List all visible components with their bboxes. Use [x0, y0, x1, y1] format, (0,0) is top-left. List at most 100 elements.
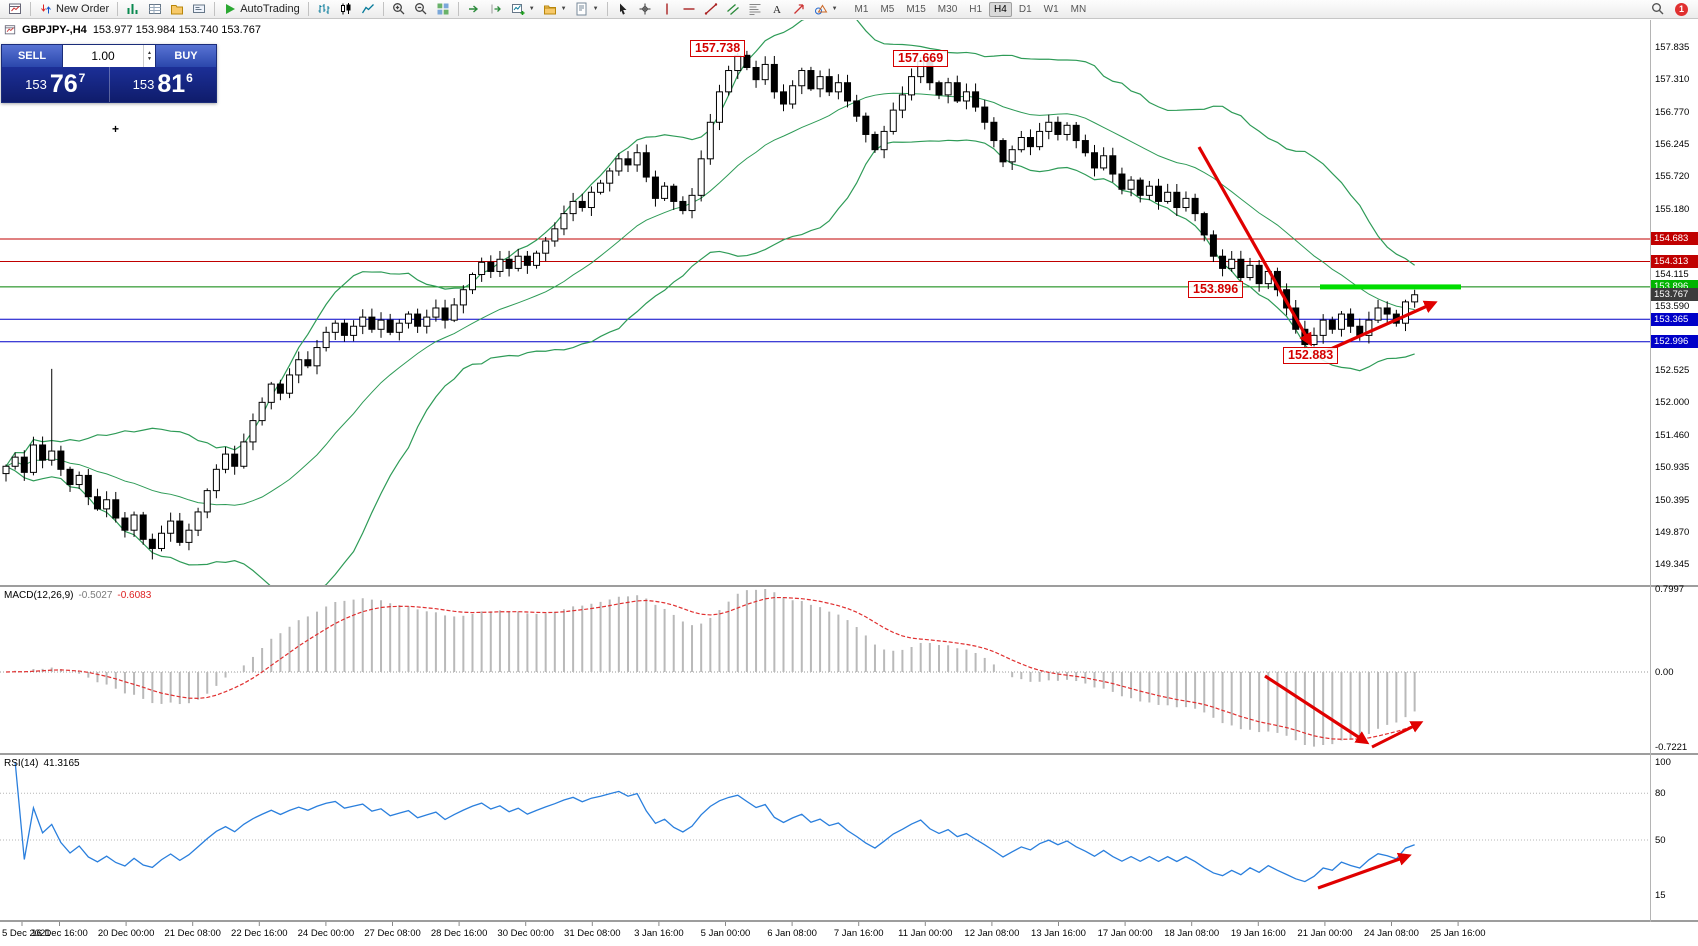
line-chart-button[interactable]	[357, 0, 379, 19]
sell-price-button[interactable]: 153 76 7	[2, 67, 110, 102]
autotrading-icon	[223, 2, 237, 16]
toolbar-separator	[606, 2, 608, 16]
bar-chart-icon	[317, 2, 331, 16]
time-axis[interactable]: 5 Dec 2021 16 Dec 16:00 20 Dec 00:00 21 Dec…	[0, 922, 1650, 946]
navigator-button[interactable]	[166, 0, 188, 19]
timeframe-m5[interactable]: M5	[880, 3, 895, 15]
candlestick-chart-button[interactable]	[335, 0, 357, 19]
price-tick: 150.935	[1655, 462, 1690, 474]
chart-window-button[interactable]	[4, 0, 26, 19]
volume-spinner[interactable]: ▲ ▼	[143, 45, 155, 67]
horizontal-line-button[interactable]	[678, 0, 700, 19]
time-tick: 24 Dec 00:00	[297, 928, 355, 939]
timeframe-d1[interactable]: D1	[1018, 3, 1032, 15]
symbol-period-label: GBPJPY-,H4	[22, 24, 87, 36]
timeframe-mn[interactable]: MN	[1070, 3, 1087, 15]
bar-chart-button[interactable]	[313, 0, 335, 19]
zoom-out-button[interactable]	[410, 0, 432, 19]
rsi-panel[interactable]	[0, 755, 1650, 920]
toolbar-separator	[214, 2, 216, 16]
spinner-down-icon[interactable]: ▼	[147, 55, 152, 62]
search-button[interactable]	[1647, 0, 1669, 19]
price-line-label: 153.767	[1651, 288, 1698, 302]
shapes-button[interactable]: ▼	[810, 0, 842, 19]
fibonacci-button[interactable]	[744, 0, 766, 19]
rsi-value: 41.3165	[43, 758, 80, 769]
price-tick: 156.245	[1655, 138, 1690, 150]
terminal-button[interactable]	[188, 0, 210, 19]
timeframe-m15[interactable]: M15	[906, 3, 926, 15]
channel-icon	[726, 2, 740, 16]
market-watch-button[interactable]	[122, 0, 144, 19]
notifications-badge[interactable]: 1	[1675, 2, 1688, 16]
time-tick: 17 Jan 00:00	[1097, 928, 1153, 939]
timeframe-m1[interactable]: M1	[854, 3, 869, 15]
macd-tick: 0.7997	[1655, 584, 1685, 596]
ask-pips: 81	[157, 70, 186, 98]
new-order-button[interactable]: New Order	[35, 0, 113, 19]
price-annotation-swing-low[interactable]: 152.883	[1283, 347, 1339, 364]
channel-button[interactable]	[722, 0, 744, 19]
data-window-button[interactable]	[144, 0, 166, 19]
bid-pips: 76	[49, 70, 78, 98]
panel-separator[interactable]	[0, 920, 1698, 922]
price-tick: 149.345	[1655, 558, 1690, 570]
auto-scroll-button[interactable]	[463, 0, 485, 19]
arrow-label-icon	[792, 2, 806, 16]
chart-header: GBPJPY-,H4 153.977 153.984 153.740 153.7…	[4, 24, 261, 36]
arrow-label-button[interactable]	[788, 0, 810, 19]
volume-input[interactable]: 1.00 ▲ ▼	[62, 45, 156, 67]
buy-price-button[interactable]: 153 81 6	[110, 67, 217, 102]
time-tick: 5 Jan 00:00	[700, 928, 751, 939]
price-annotation-second-peak[interactable]: 157.669	[893, 50, 949, 67]
chart-shift-button[interactable]	[485, 0, 507, 19]
price-annotation-resistance[interactable]: 153.896	[1188, 281, 1244, 298]
spinner-up-icon[interactable]: ▲	[147, 49, 152, 56]
timeframe-w1[interactable]: W1	[1043, 3, 1059, 15]
time-tick: 7 Jan 16:00	[833, 928, 884, 939]
text-button[interactable]: A	[766, 0, 788, 19]
price-axis-border	[1650, 20, 1651, 922]
profiles-icon	[543, 2, 557, 16]
trendline-button[interactable]	[700, 0, 722, 19]
price-axis[interactable]: 157.835 157.310 156.770 156.245 155.720 155.1…	[1651, 0, 1698, 946]
macd-panel[interactable]	[0, 587, 1650, 753]
tile-windows-button[interactable]	[432, 0, 454, 19]
data-window-icon	[148, 2, 162, 16]
sell-button[interactable]: SELL	[2, 45, 62, 67]
panel-separator[interactable]	[0, 585, 1698, 587]
search-icon	[1651, 2, 1665, 16]
svg-text:A: A	[773, 4, 781, 16]
zoom-in-button[interactable]	[388, 0, 410, 19]
price-tick: 151.460	[1655, 430, 1690, 442]
templates-button[interactable]: ▼	[571, 0, 603, 19]
navigator-icon	[170, 2, 184, 16]
caret-down-icon: ▼	[831, 6, 838, 12]
price-tick: 152.000	[1655, 397, 1690, 409]
price-tick: 157.835	[1655, 42, 1690, 54]
macd-signal-value: -0.6083	[117, 590, 152, 601]
crosshair-button[interactable]	[634, 0, 656, 19]
timeframe-h1[interactable]: H1	[969, 3, 983, 15]
cursor-button[interactable]	[612, 0, 634, 19]
price-annotation-peak[interactable]: 157.738	[690, 40, 746, 57]
toolbar-separator	[457, 2, 459, 16]
autotrading-button[interactable]: AutoTrading	[219, 0, 304, 19]
profiles-button[interactable]: ▼	[539, 0, 571, 19]
time-tick: 18 Jan 08:00	[1164, 928, 1220, 939]
vertical-line-button[interactable]	[656, 0, 678, 19]
horizontal-line-icon	[682, 2, 696, 16]
panel-separator[interactable]	[0, 753, 1698, 755]
toolbar-groups: New Order AutoTrading ▼ ▼ ▼ A ▼	[4, 0, 842, 19]
time-tick: 11 Jan 00:00	[898, 928, 953, 939]
toolbar-separator	[30, 2, 31, 16]
new-chart-button[interactable]: ▼	[507, 0, 539, 19]
market-watch-icon	[126, 2, 140, 16]
toolbar-right: 1	[1647, 0, 1694, 19]
text-icon: A	[770, 2, 784, 16]
timeframe-m30[interactable]: M30	[937, 3, 958, 15]
main-chart-area[interactable]	[0, 20, 1650, 585]
timeframe-h4[interactable]: H4	[989, 1, 1012, 17]
buy-button[interactable]: BUY	[156, 45, 216, 67]
chart-icon	[4, 24, 16, 36]
